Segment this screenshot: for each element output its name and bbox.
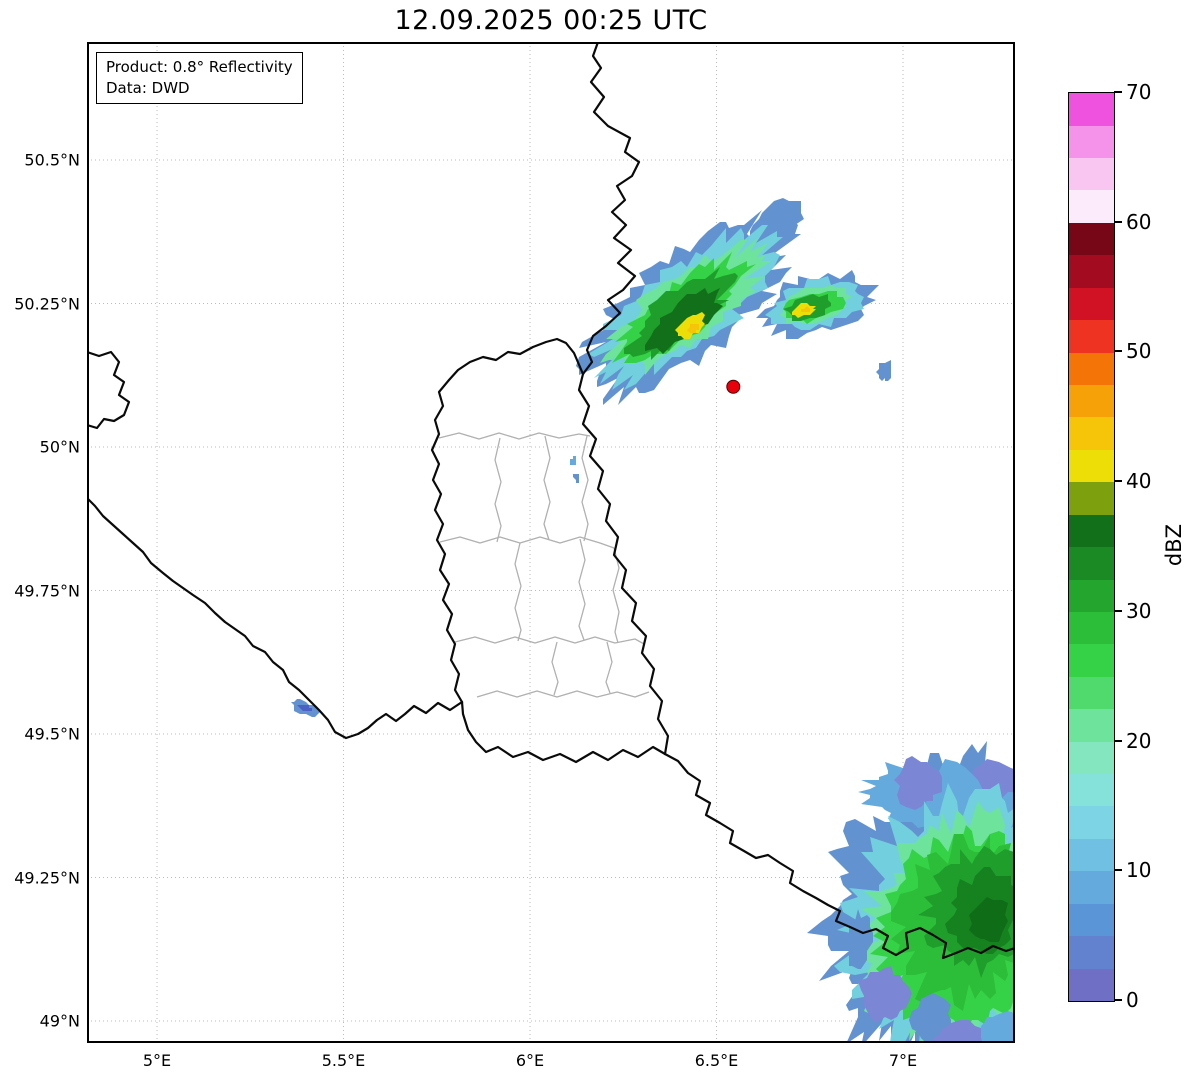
lat-tick-label: 49°N <box>39 1011 80 1031</box>
luxembourg-canton-borders <box>438 432 650 698</box>
radar-echo-blob <box>750 198 804 246</box>
colorbar-tick-mark <box>1114 869 1122 872</box>
colorbar-segment <box>1069 190 1114 223</box>
colorbar-tick-mark <box>1114 220 1122 223</box>
colorbar-segment <box>1069 838 1114 872</box>
colorbar-tick-label: 10 <box>1126 858 1152 883</box>
border-luxembourg-east <box>577 372 670 756</box>
colorbar-tick-mark <box>1114 480 1122 483</box>
colorbar-tick-label: 60 <box>1126 209 1152 234</box>
map-plot-area <box>87 42 1015 1043</box>
colorbar-segment <box>1069 320 1114 353</box>
radar-echo-blob <box>297 705 312 711</box>
colorbar-segment <box>1069 774 1114 807</box>
radar-echo-blob <box>972 759 1015 798</box>
colorbar-segment <box>1069 871 1114 904</box>
lat-tick-label: 50.25°N <box>14 294 80 313</box>
lat-tick-label: 49.75°N <box>14 581 80 600</box>
colorbar-tick-mark <box>1114 739 1122 742</box>
border-luxembourg-west <box>430 337 585 704</box>
colorbar-tick-mark <box>1114 609 1122 612</box>
colorbar-segment <box>1069 514 1114 548</box>
colorbar-segment <box>1069 255 1114 288</box>
radar-echo-blob <box>876 360 891 381</box>
product-info-line2: Data: DWD <box>106 78 190 97</box>
colorbar-tick-mark <box>1114 999 1122 1001</box>
colorbar-tick-label: 50 <box>1126 339 1152 364</box>
radar-echo-blob <box>858 966 912 1023</box>
gridlines <box>87 42 1015 1043</box>
lon-tick-label: 6°E <box>515 1051 545 1070</box>
radar-echo-blob <box>570 456 576 465</box>
colorbar-tick-label: 30 <box>1126 598 1152 623</box>
product-info-box: Product: 0.8° Reflectivity Data: DWD <box>96 52 303 105</box>
product-info-line1: Product: 0.8° Reflectivity <box>106 58 293 76</box>
colorbar-segment <box>1069 125 1114 159</box>
colorbar-segment <box>1069 741 1114 775</box>
colorbar-unit-label: dBZ <box>1162 523 1186 567</box>
lon-tick-label: 5°E <box>142 1051 172 1070</box>
colorbar <box>1068 92 1115 1002</box>
radar-echo-blob <box>969 897 1008 942</box>
lat-tick-label: 49.5°N <box>24 724 80 744</box>
lat-tick-label: 49.25°N <box>14 868 80 887</box>
colorbar-segment <box>1069 579 1114 612</box>
colorbar-tick-mark <box>1114 91 1122 93</box>
colorbar-segment <box>1069 709 1114 742</box>
colorbar-tick-label: 0 <box>1126 988 1139 1012</box>
radar-echo-blob <box>849 909 873 969</box>
radar-echo-blob <box>933 1020 996 1043</box>
colorbar-segment <box>1069 611 1114 645</box>
plot-title: 12.09.2025 00:25 UTC <box>394 5 708 36</box>
colorbar-segment <box>1069 547 1114 580</box>
radar-echo-blob <box>909 993 951 1043</box>
colorbar-segment <box>1069 352 1114 385</box>
colorbar-segment <box>1069 903 1114 937</box>
colorbar-tick-mark <box>1114 350 1122 353</box>
lon-tick-label: 6.5°E <box>694 1051 739 1070</box>
radar-echo-blob <box>894 756 942 810</box>
colorbar-segment <box>1069 93 1114 126</box>
colorbar-segment <box>1069 482 1114 515</box>
map-canvas <box>87 42 1015 1043</box>
border-france-belgium <box>87 496 464 740</box>
radar-site-marker <box>726 379 741 394</box>
colorbar-segment <box>1069 417 1114 450</box>
lat-tick-label: 50.5°N <box>24 150 80 170</box>
lon-tick-label: 5.5°E <box>321 1051 366 1070</box>
colorbar-tick-label: 40 <box>1126 469 1152 494</box>
border-belgium-germany <box>581 42 641 376</box>
colorbar-segment <box>1069 287 1114 321</box>
lat-tick-label: 50°N <box>39 437 80 457</box>
colorbar-segment <box>1069 806 1114 839</box>
colorbar-segment <box>1069 968 1114 1001</box>
border-givet-salient <box>87 350 131 430</box>
colorbar-segment <box>1069 158 1114 191</box>
radar-echo-blob <box>801 306 810 312</box>
radar-echo-blob <box>573 474 579 483</box>
country-borders <box>87 42 1015 960</box>
radar-echo-blob <box>981 1011 1015 1043</box>
colorbar-segment <box>1069 936 1114 969</box>
border-france-germany <box>663 752 1015 960</box>
radar-site-marker-group <box>726 379 741 394</box>
colorbar-segment <box>1069 449 1114 483</box>
colorbar-segment <box>1069 222 1114 256</box>
lon-tick-label: 7°E <box>888 1051 918 1070</box>
colorbar-segment <box>1069 644 1114 677</box>
colorbar-segment <box>1069 384 1114 418</box>
radar-echo-blob <box>687 324 699 333</box>
colorbar-tick-label: 70 <box>1126 80 1152 104</box>
radar-echoes <box>291 198 1015 1043</box>
colorbar-segment <box>1069 676 1114 710</box>
border-luxembourg-south <box>460 700 667 764</box>
colorbar-tick-label: 20 <box>1126 728 1152 753</box>
